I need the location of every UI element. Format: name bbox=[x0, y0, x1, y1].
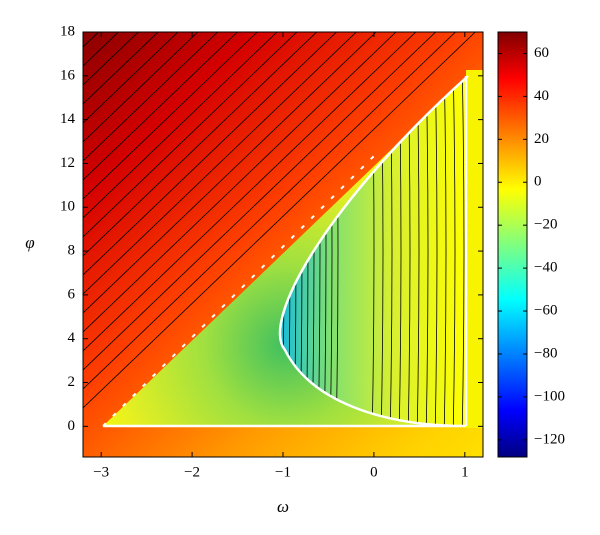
contour-line bbox=[83, 32, 298, 238]
contour-line bbox=[83, 32, 397, 333]
y-tick-label: 0 bbox=[68, 418, 76, 434]
contour-line bbox=[83, 32, 278, 219]
contours bbox=[60, 0, 600, 409]
y-tick-label: 12 bbox=[60, 155, 75, 171]
x-tick-label: −2 bbox=[184, 464, 200, 480]
colorbar-tick-label: 20 bbox=[534, 131, 549, 147]
y-tick-label: 14 bbox=[60, 111, 76, 127]
colorbar-tick-label: −60 bbox=[534, 302, 557, 318]
y-tick-label: 4 bbox=[68, 330, 76, 346]
contour-line bbox=[83, 32, 318, 257]
contour-line bbox=[83, 32, 457, 390]
y-tick-label: 2 bbox=[68, 374, 76, 390]
colorbar-tick-label: −40 bbox=[534, 260, 557, 276]
x-tick-label: −3 bbox=[93, 464, 109, 480]
contour-line bbox=[452, 76, 456, 426]
contour-line bbox=[83, 32, 377, 314]
colorbar-tick-label: −120 bbox=[534, 431, 565, 447]
contour-line bbox=[60, 0, 600, 31]
y-tick-label: 10 bbox=[60, 199, 75, 215]
contour-line bbox=[83, 32, 258, 200]
wedge-region bbox=[103, 76, 468, 426]
boundary-dashed bbox=[102, 149, 381, 427]
contour-line bbox=[83, 32, 417, 352]
x-tick-label: 1 bbox=[461, 464, 469, 480]
contour-line bbox=[83, 32, 199, 143]
contour-line bbox=[60, 0, 600, 12]
y-tick-label: 6 bbox=[68, 286, 76, 302]
y-axis-label: φ bbox=[25, 233, 34, 252]
y-tick-label: 8 bbox=[68, 243, 76, 259]
colorbar-tick-label: −80 bbox=[534, 345, 557, 361]
contour-line bbox=[83, 32, 476, 409]
x-tick-label: −1 bbox=[275, 464, 291, 480]
colorbar-tick-label: 60 bbox=[534, 45, 549, 61]
contour-line bbox=[434, 76, 438, 426]
contour-line bbox=[443, 76, 447, 426]
contour-line bbox=[83, 32, 179, 124]
boundary bbox=[103, 75, 469, 428]
colorbar-tick-label: −20 bbox=[534, 217, 557, 233]
contour-line bbox=[83, 32, 437, 371]
field bbox=[60, 0, 600, 457]
y-tick-label: 16 bbox=[60, 67, 76, 83]
colorbar-tick-label: 40 bbox=[534, 88, 549, 104]
contour-line bbox=[83, 32, 219, 162]
contour-line bbox=[461, 76, 465, 426]
colorbar bbox=[497, 31, 528, 458]
contour-line bbox=[83, 32, 357, 295]
contour-line bbox=[83, 32, 338, 276]
colorbar-tick-label: −100 bbox=[534, 388, 565, 404]
x-tick-label: 0 bbox=[370, 464, 378, 480]
contour-line bbox=[83, 32, 238, 181]
colorbar-tick-label: 0 bbox=[534, 174, 542, 190]
x-axis-label: ω bbox=[277, 497, 289, 516]
strip bbox=[466, 70, 483, 428]
y-tick-label: 18 bbox=[60, 23, 75, 39]
